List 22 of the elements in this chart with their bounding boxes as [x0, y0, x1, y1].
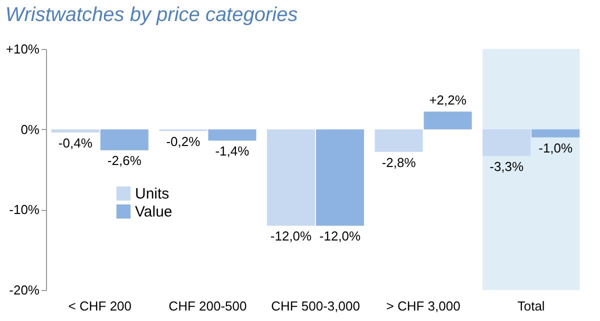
x-tick-label: CHF 500-3,000 [271, 298, 360, 314]
data-label: -1,0% [538, 140, 574, 156]
data-label: -3,3% [490, 158, 524, 174]
y-tick-label: +10% [6, 42, 40, 56]
data-label: -0,4% [58, 136, 93, 151]
data-label: -1,4% [215, 144, 250, 159]
y-tick-label: -10% [9, 202, 40, 218]
x-tick-label: > CHF 3,000 [386, 298, 460, 314]
x-tick-label: < CHF 200 [68, 298, 132, 314]
y-tick-label: -20% [9, 282, 40, 298]
y-tick-label: 0% [20, 122, 40, 137]
legend-label: Units [135, 186, 170, 202]
chart-title: Wristwatches by price categories [5, 4, 298, 26]
data-label: -12,0% [319, 228, 362, 244]
data-label: -0,2% [166, 134, 201, 149]
x-tick-label: Total [517, 298, 545, 314]
data-label: -2,8% [382, 154, 416, 170]
data-label: +2,2% [429, 92, 467, 108]
data-label: -2,6% [107, 153, 142, 168]
data-label: -12,0% [270, 228, 312, 244]
legend-label: Value [135, 204, 172, 220]
x-tick-label: CHF 200-500 [168, 298, 247, 314]
